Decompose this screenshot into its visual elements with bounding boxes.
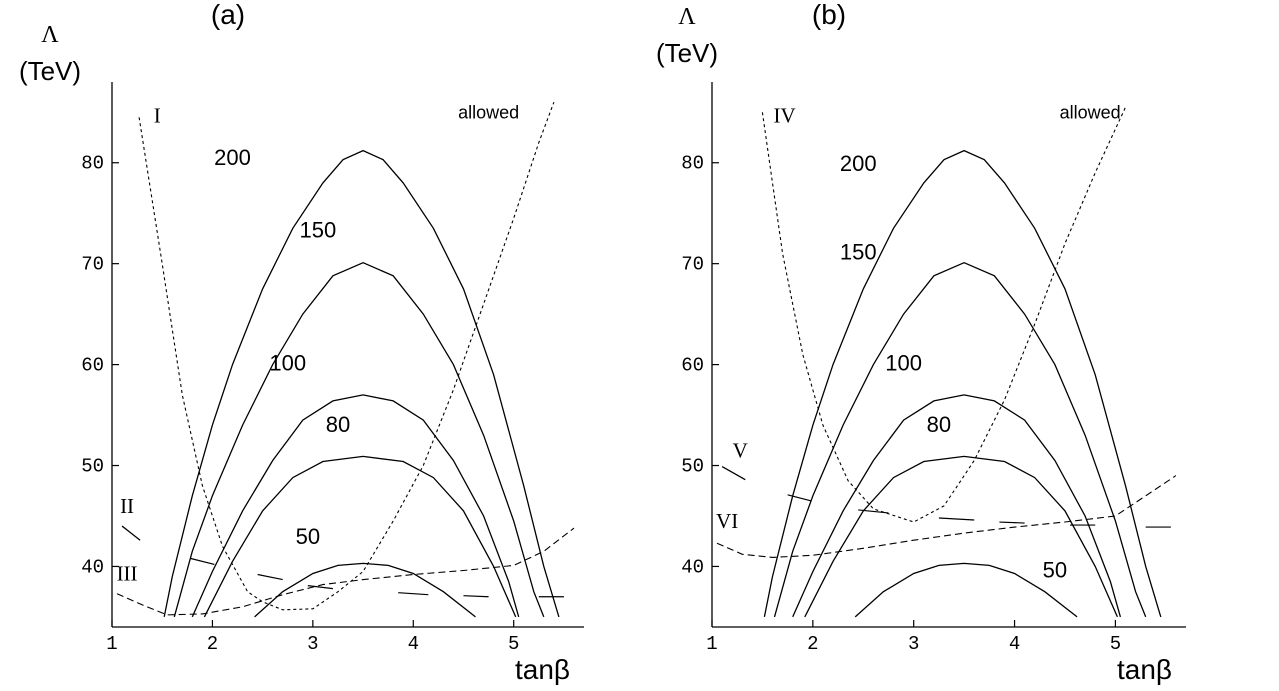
- contour-50: [854, 562, 1078, 618]
- contour-label-50: 50: [296, 524, 320, 549]
- x-tick-label: 3: [908, 633, 919, 655]
- x-tick-label: 1: [106, 633, 117, 655]
- boundary-dash: [307, 585, 334, 590]
- y-tick-label: 60: [681, 355, 704, 377]
- boundary-IV: [761, 106, 1126, 523]
- panel-a-ylabel-unit: (TeV): [19, 56, 81, 86]
- x-tick-label: 4: [408, 633, 419, 655]
- contour-100: [792, 394, 1122, 618]
- contour-200: [763, 149, 1162, 618]
- boundary-dash: [398, 592, 429, 596]
- boundary-dash: [463, 595, 489, 598]
- y-tick-label: 50: [681, 456, 704, 478]
- region-label-ii: II: [120, 494, 134, 518]
- x-tick-label: 2: [207, 633, 218, 655]
- y-tick-label: 40: [681, 556, 704, 578]
- region-label-iv: IV: [774, 103, 796, 127]
- panel-a-xlabel: tanβ: [515, 654, 570, 685]
- contour-label-200: 200: [214, 145, 251, 170]
- y-tick-label: 70: [81, 254, 104, 276]
- x-tick-label: 2: [807, 633, 818, 655]
- x-tick-label: 1: [706, 633, 717, 655]
- region-label-vi: VI: [716, 509, 738, 533]
- contour-150: [773, 261, 1147, 618]
- x-tick-label: 3: [307, 633, 318, 655]
- panel-a-ylabel-symbol: Λ: [41, 22, 59, 48]
- x-tick-label: 5: [508, 633, 519, 655]
- contour-100: [191, 394, 520, 618]
- contour-150: [173, 261, 545, 618]
- contour-80: [203, 455, 517, 618]
- region-label-v: V: [733, 438, 748, 462]
- contour-200: [163, 149, 560, 618]
- boundary-dash: [257, 573, 283, 581]
- x-tick-label: 4: [1009, 633, 1020, 655]
- contour-label-200: 200: [840, 151, 877, 176]
- panel-b-label: (b): [812, 0, 846, 30]
- panel-b-ylabel-symbol: Λ: [678, 4, 696, 30]
- y-tick-label: 80: [81, 153, 104, 175]
- region-label-allowed: allowed: [458, 102, 519, 122]
- contour-label-100: 100: [269, 351, 306, 376]
- boundary-dash: [787, 494, 811, 502]
- region-label-i: I: [154, 103, 161, 127]
- x-tick-label: 5: [1110, 633, 1121, 655]
- contour-50: [254, 562, 476, 618]
- y-tick-label: 40: [81, 556, 104, 578]
- boundary-dash: [938, 517, 975, 521]
- panel-b-plot: 1 2 3 4 5 40 50 60 70 80 200 150 100 80 50 IV V VI allowed: [681, 82, 1186, 655]
- region-label-iii: III: [117, 562, 138, 586]
- contour-label-80: 80: [326, 412, 350, 437]
- boundary-dash: [190, 557, 215, 566]
- y-tick-label: 80: [681, 153, 704, 175]
- panel-b-ylabel-unit: (TeV): [656, 38, 718, 68]
- mark-II: [121, 525, 141, 541]
- y-tick-label: 50: [81, 456, 104, 478]
- panel-a-label: (a): [211, 0, 245, 30]
- mark-V: [721, 465, 746, 481]
- boundary-VI: [716, 475, 1177, 558]
- contour-label-50: 50: [1043, 558, 1067, 583]
- panel-b-xlabel: tanβ: [1117, 654, 1172, 685]
- boundary-III: [116, 527, 575, 616]
- y-tick-label: 70: [681, 254, 704, 276]
- region-label-allowed: allowed: [1060, 102, 1121, 122]
- boundary-dash: [999, 521, 1025, 524]
- boundary-I: [138, 102, 555, 611]
- contour-80: [804, 455, 1118, 618]
- contour-label-100: 100: [885, 351, 922, 376]
- contour-label-80: 80: [927, 412, 951, 437]
- boundary-dash: [858, 509, 889, 514]
- contour-label-150: 150: [840, 240, 877, 265]
- contour-label-150: 150: [300, 217, 337, 242]
- y-tick-label: 60: [81, 355, 104, 377]
